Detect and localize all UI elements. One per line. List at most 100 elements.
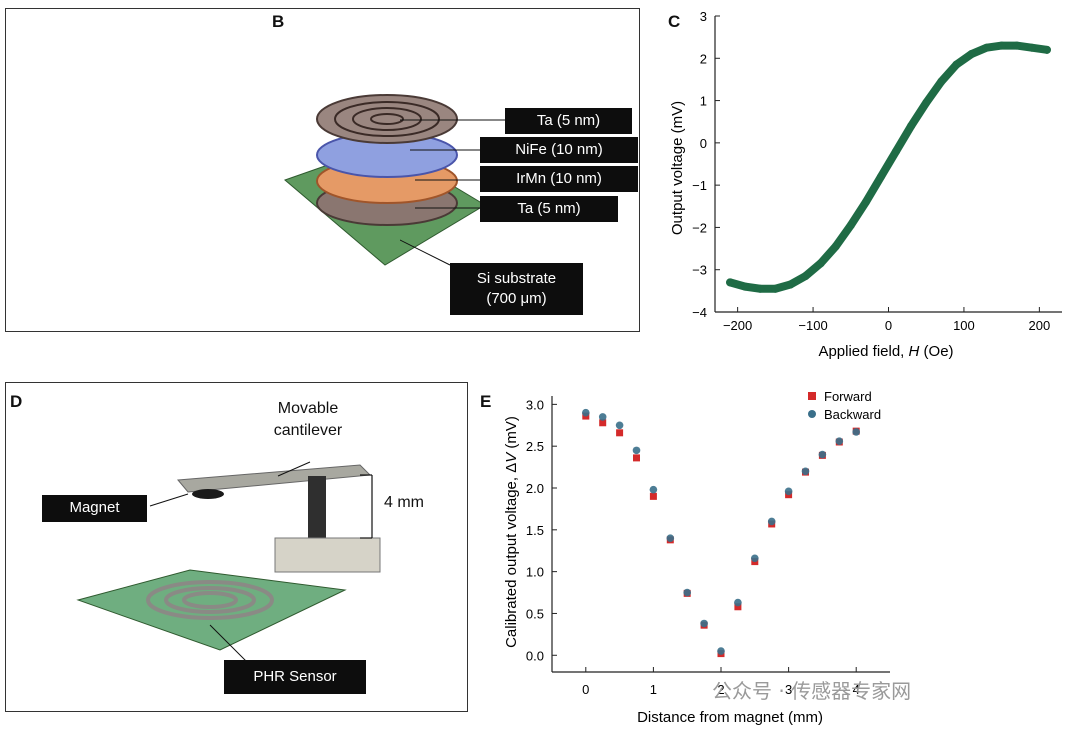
chart-c-point bbox=[982, 43, 991, 52]
chart-e-point-backward bbox=[767, 517, 776, 526]
chart-c-xtick-label: 200 bbox=[1029, 318, 1051, 333]
substrate-label: Si substrate (700 μm) bbox=[450, 263, 583, 315]
chart-c-ylabel: Output voltage (mV) bbox=[669, 101, 686, 235]
chart-e-point-backward bbox=[632, 446, 641, 455]
chart-c-point bbox=[846, 221, 855, 230]
chart-e-point-backward bbox=[700, 619, 708, 628]
chart-c-point bbox=[771, 284, 780, 293]
substrate-label-line2: (700 μm) bbox=[486, 290, 547, 307]
cantilever-label-line2: cantilever bbox=[273, 421, 343, 439]
chart-c-xtick-label: 100 bbox=[953, 318, 975, 333]
chart-c-xtick-label: 0 bbox=[885, 318, 892, 333]
chart-e-ytick-label: 1.0 bbox=[526, 565, 544, 580]
chart-c-point bbox=[741, 282, 750, 291]
chart-e-point-backward bbox=[666, 534, 675, 542]
chart-c-series-line bbox=[726, 41, 1051, 293]
chart-e-point-backward bbox=[649, 485, 658, 494]
chart-e-ytick-label: 0.0 bbox=[526, 648, 544, 663]
au-electrode-left bbox=[16, 200, 38, 298]
layer-label-nife: NiFe (10 nm) bbox=[480, 137, 638, 163]
panel-letter-d: D bbox=[10, 392, 23, 411]
chart-c-point bbox=[756, 284, 765, 293]
cantilever-label: Movable cantilever bbox=[258, 398, 358, 441]
chart-c-point bbox=[1027, 43, 1036, 52]
chart-e-ytick-label: 2.5 bbox=[526, 439, 544, 454]
chart-e-point-backward bbox=[734, 598, 742, 607]
chart-c-ytick-label: 0 bbox=[700, 136, 707, 151]
chart-c-point bbox=[816, 259, 825, 268]
panel-letter-c: C bbox=[668, 12, 681, 31]
chart-e-point-backward bbox=[683, 588, 691, 597]
chart-c-point bbox=[967, 50, 976, 59]
chart-c-ytick-label: −3 bbox=[692, 263, 707, 278]
panel-letter-b: B bbox=[272, 12, 285, 31]
layer-label-irmn: IrMn (10 nm) bbox=[480, 166, 638, 192]
chart-e-point-forward bbox=[633, 454, 640, 462]
chart-e-xtick-label: 4 bbox=[853, 682, 860, 697]
legend-label-backward: Backward bbox=[824, 407, 881, 422]
chart-e-ytick-label: 0.5 bbox=[526, 606, 544, 621]
cantilever-label-line1: Movable bbox=[277, 400, 339, 417]
chart-c-ytick-label: −4 bbox=[692, 305, 707, 320]
chart-c-point bbox=[801, 272, 810, 281]
chart-c-xtick-label: −200 bbox=[723, 318, 752, 333]
chart-e-point-forward bbox=[734, 603, 742, 611]
chart-c-xlabel: Applied field, H (Oe) bbox=[818, 343, 953, 360]
scale-bar-label: 100.00μm bbox=[212, 281, 243, 288]
chart-c-point bbox=[786, 280, 795, 289]
magnet-shape bbox=[192, 489, 224, 499]
chart-e-point-forward bbox=[616, 429, 624, 437]
cantilever-post bbox=[308, 476, 326, 540]
chart-e-point-forward bbox=[649, 492, 657, 500]
chart-e-point-backward bbox=[615, 421, 624, 430]
chart-c-point bbox=[1012, 41, 1021, 50]
watermark-text: 公众号 · 传感器专家网 bbox=[712, 679, 912, 703]
layer-stack-illustration bbox=[284, 94, 486, 266]
post-base-block bbox=[274, 537, 381, 573]
chart-c-ytick-label: −1 bbox=[692, 178, 707, 193]
chart-c-ytick-label: 1 bbox=[700, 94, 707, 109]
chart-e-point-backward bbox=[784, 487, 793, 496]
chart-c-ytick-label: 2 bbox=[700, 51, 707, 66]
phr-sensor-label: PHR Sensor bbox=[224, 660, 366, 694]
chart-c-xtick-label: −100 bbox=[798, 318, 827, 333]
legend-marker-backward bbox=[808, 410, 816, 418]
chart-e-point-backward bbox=[751, 554, 759, 563]
chart-e-ylabel: Calibrated output voltage, ΔV (mV) bbox=[503, 416, 520, 648]
chart-e-point-backward bbox=[818, 450, 827, 459]
chart-c-point bbox=[907, 121, 916, 130]
chart-e: 0.0 0.5 1.0 1.5 2.0 2.5 3.0 0 1 2 3 4 Forward Backwa… bbox=[503, 389, 890, 726]
layer-label-ta-bottom: Ta (5 nm) bbox=[480, 196, 618, 222]
chart-c-ytick-label: −2 bbox=[692, 220, 707, 235]
chart-e-xlabel: Distance from magnet (mm) bbox=[637, 709, 823, 726]
chart-e-point-backward bbox=[598, 413, 607, 421]
chart-e-ytick-label: 2.0 bbox=[526, 481, 544, 496]
legend-marker-forward bbox=[808, 392, 816, 400]
chart-c-point bbox=[861, 198, 870, 207]
magnet-label: Magnet bbox=[42, 495, 147, 522]
cantilever-setup-illustration bbox=[76, 461, 381, 666]
chart-c-point bbox=[876, 172, 885, 181]
chart-c-point bbox=[831, 242, 840, 251]
chart-c-point bbox=[937, 77, 946, 86]
chart-e-xtick-label: 3 bbox=[785, 682, 792, 697]
chart-e-xtick-label: 0 bbox=[582, 682, 589, 697]
chart-e-ytick-label: 1.5 bbox=[526, 523, 544, 538]
distance-bracket bbox=[360, 474, 373, 539]
chart-e-point-backward bbox=[852, 428, 860, 436]
chart-e-xtick-label: 2 bbox=[717, 682, 724, 697]
substrate-label-line1: Si substrate bbox=[476, 269, 557, 287]
chart-e-point-backward bbox=[835, 437, 844, 445]
panel-letter-e: E bbox=[480, 392, 492, 411]
chart-c-point bbox=[1042, 45, 1051, 54]
chart-e-point-backward bbox=[717, 647, 725, 655]
chart-e-point-backward bbox=[801, 467, 810, 476]
legend-label-forward: Forward bbox=[824, 389, 872, 404]
chart-e-legend: Forward Backward bbox=[808, 389, 881, 422]
panel-letter-a: A bbox=[8, 12, 21, 31]
cantilever-arm bbox=[176, 464, 372, 493]
chart-c-point bbox=[726, 278, 735, 287]
au-electrode-label: Au electrode bbox=[126, 58, 216, 75]
chart-e-xtick-label: 1 bbox=[650, 682, 657, 697]
chart-e-point-forward bbox=[599, 419, 607, 427]
